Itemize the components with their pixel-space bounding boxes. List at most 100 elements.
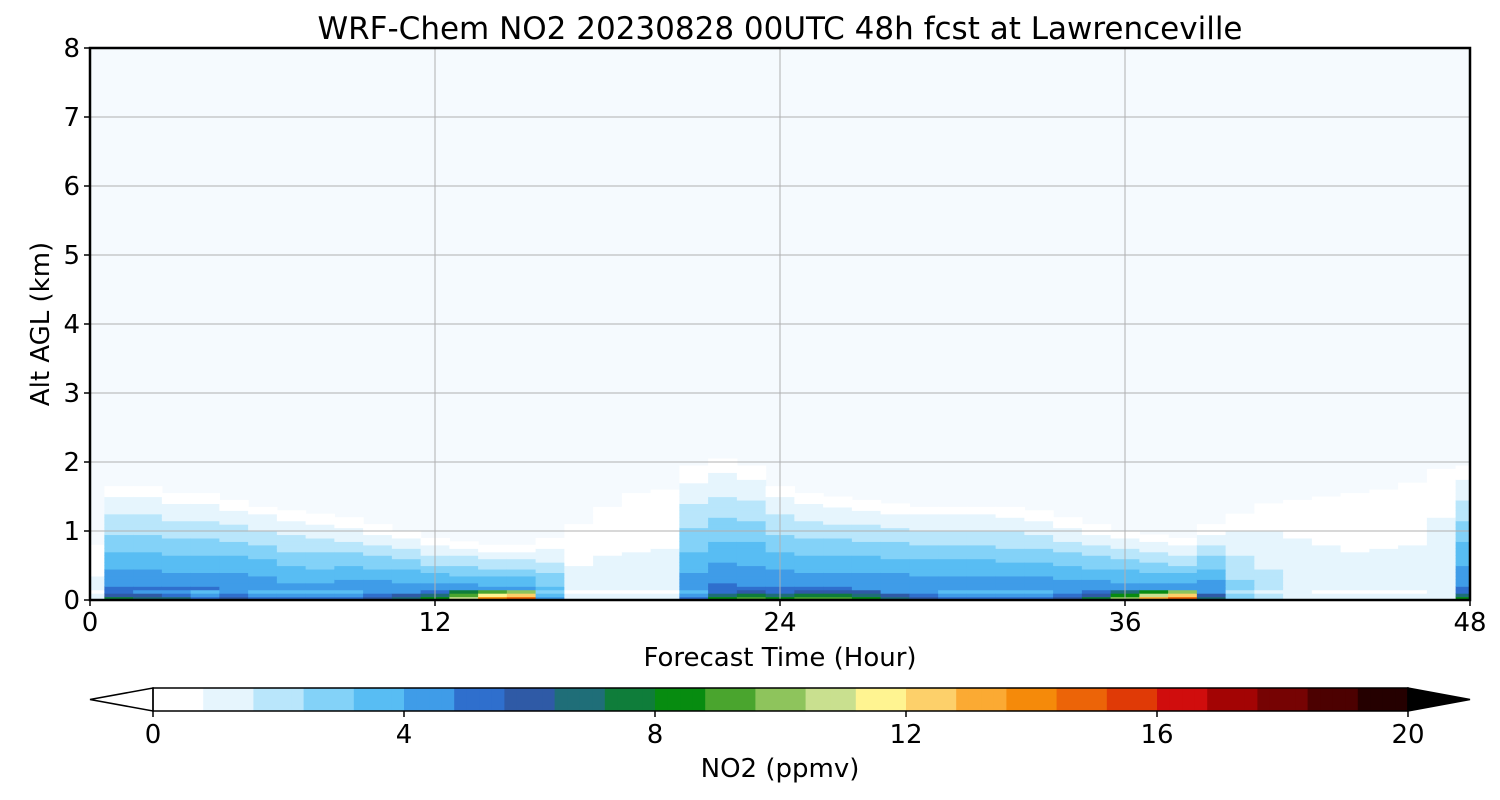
y-tick-label: 1: [63, 517, 80, 547]
field-cell: [1340, 562, 1370, 567]
field-cell: [1139, 537, 1169, 542]
field-cell: [1455, 558, 1471, 563]
field-cell: [938, 572, 968, 577]
field-cell: [593, 582, 623, 587]
field-cell: [1053, 558, 1083, 563]
field-cell: [621, 575, 652, 580]
field-cell: [650, 562, 680, 567]
field-cell: [161, 589, 192, 594]
field-cell: [794, 551, 824, 556]
field-cell: [966, 568, 997, 573]
field-cell: [736, 558, 767, 563]
field-cell: [1254, 548, 1284, 553]
field-cell: [190, 544, 220, 549]
field-cell: [621, 558, 652, 563]
field-cell: [621, 551, 652, 556]
field-cell: [1311, 506, 1342, 511]
field-cell: [621, 589, 652, 594]
field-cell: [1081, 586, 1112, 591]
field-cell: [650, 555, 680, 560]
field-cell: [1340, 593, 1370, 598]
colorbar-segment: [1194, 688, 1208, 711]
field-cell: [736, 575, 767, 580]
field-cell: [363, 586, 393, 591]
field-cell: [90, 562, 105, 567]
field-cell: [104, 586, 134, 591]
field-cell: [190, 548, 220, 553]
field-cell: [851, 548, 882, 553]
field-cell: [593, 517, 623, 522]
field-cell: [1081, 544, 1112, 549]
field-cell: [593, 572, 623, 577]
field-cell: [736, 468, 767, 473]
field-cell: [1455, 568, 1471, 573]
field-cell: [1369, 520, 1399, 525]
field-cell: [104, 551, 134, 556]
field-cell: [909, 527, 939, 532]
field-cell: [708, 531, 738, 536]
field-cell: [535, 565, 565, 570]
field-cell: [736, 513, 767, 518]
field-cell: [506, 548, 537, 553]
field-cell: [1398, 524, 1428, 529]
field-cell: [736, 527, 767, 532]
field-cell: [506, 555, 537, 560]
field-cell: [219, 572, 249, 577]
field-cell: [708, 482, 738, 487]
field-cell: [938, 555, 968, 560]
field-cell: [133, 541, 163, 546]
field-cell: [1168, 541, 1198, 546]
colorbar-segment: [353, 688, 367, 711]
field-cell: [276, 586, 307, 591]
field-cell: [708, 527, 738, 532]
field-cell: [1426, 513, 1457, 518]
field-cell: [1254, 531, 1284, 536]
field-cell: [1254, 558, 1284, 563]
field-cell: [909, 537, 939, 542]
field-cell: [535, 589, 565, 594]
colorbar-segment: [981, 688, 995, 711]
field-cell: [736, 555, 767, 560]
field-cell: [909, 565, 939, 570]
field-cell: [478, 551, 508, 556]
field-cell: [1081, 582, 1112, 587]
field-cell: [1455, 555, 1471, 560]
field-cell: [161, 551, 192, 556]
field-cell: [736, 520, 767, 525]
field-cell: [650, 513, 680, 518]
field-cell: [276, 524, 307, 529]
field-cell: [1225, 527, 1255, 532]
field-cell: [1225, 524, 1255, 529]
field-cell: [909, 548, 939, 553]
field-cell: [1283, 565, 1313, 570]
field-cell: [966, 582, 997, 587]
field-cell: [851, 534, 882, 539]
field-cell: [938, 596, 968, 601]
field-cell: [248, 517, 278, 522]
field-cell: [535, 586, 565, 591]
field-cell: [708, 475, 738, 480]
field-cell: [564, 568, 594, 573]
field-cell: [621, 537, 652, 542]
field-cell: [1225, 582, 1255, 587]
field-cell: [794, 510, 824, 515]
field-cell: [995, 558, 1025, 563]
field-cell: [938, 568, 968, 573]
colorbar-segment: [629, 688, 643, 711]
field-cell: [104, 506, 134, 511]
field-cell: [621, 593, 652, 598]
field-cell: [133, 544, 163, 549]
field-cell: [478, 555, 508, 560]
field-cell: [1283, 531, 1313, 536]
field-cell: [823, 572, 853, 577]
field-cell: [1053, 575, 1083, 580]
field-cell: [276, 520, 307, 525]
field-cell: [1225, 562, 1255, 567]
colorbar-ticks: 0 4 8 12 16 20: [145, 711, 1425, 750]
field-cell: [1139, 589, 1169, 594]
x-tick-label: 0: [82, 608, 99, 638]
field-cell: [823, 565, 853, 570]
field-cell: [1081, 527, 1112, 532]
field-cell: [995, 537, 1025, 542]
field-cell: [1311, 596, 1342, 601]
